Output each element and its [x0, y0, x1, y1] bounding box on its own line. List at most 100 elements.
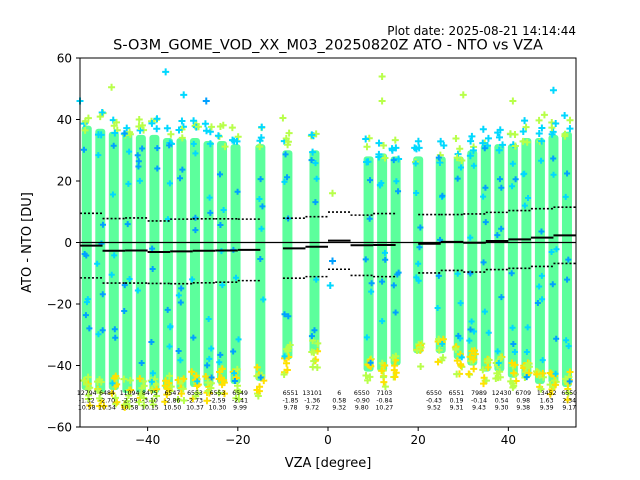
- low-outlier-point: [140, 394, 148, 402]
- scatter-point: [457, 164, 464, 171]
- annotation-std: 9.31: [450, 405, 464, 412]
- scatter-point: [259, 203, 266, 210]
- scatter-point: [416, 244, 423, 251]
- scatter-point: [154, 165, 161, 172]
- high-outlier-point: [561, 112, 569, 120]
- scatter-point: [524, 324, 531, 331]
- high-outlier-point: [535, 116, 543, 124]
- point-column-2: [108, 131, 119, 391]
- scatter-point: [166, 343, 173, 350]
- high-outlier-point: [519, 127, 527, 135]
- high-outlier-point: [148, 119, 156, 127]
- scatter-point: [378, 72, 386, 80]
- scatter-point: [166, 142, 173, 149]
- high-outlier-point: [221, 143, 229, 151]
- scatter-point: [134, 287, 141, 294]
- annotation-count: 12794: [77, 390, 97, 397]
- low-outlier-point: [194, 389, 202, 397]
- point-column-8: [189, 137, 200, 388]
- annotation-mean: 0.54: [495, 398, 509, 405]
- high-outlier-point: [206, 140, 214, 148]
- scatter-point: [235, 336, 242, 343]
- high-outlier-point: [440, 142, 448, 150]
- x-tick-label: −20: [225, 433, 250, 447]
- low-outlier-point: [310, 357, 318, 365]
- point-column-21: [467, 150, 478, 366]
- high-outlier-point: [452, 134, 460, 142]
- scatter-point: [139, 145, 146, 152]
- low-outlier-point: [484, 363, 492, 371]
- scatter-point: [482, 184, 489, 191]
- scatter-point: [390, 157, 397, 164]
- scatter-point: [134, 152, 141, 159]
- high-outlier-point: [375, 150, 383, 158]
- low-outlier-point: [84, 373, 92, 381]
- high-outlier-point: [494, 129, 502, 137]
- scatter-point: [512, 176, 519, 183]
- low-outlier-point: [188, 368, 196, 376]
- low-outlier-point: [286, 341, 294, 349]
- scatter-point: [175, 348, 182, 355]
- scatter-point: [231, 370, 238, 377]
- high-outlier-point: [479, 125, 487, 133]
- scatter-point: [363, 334, 370, 341]
- scatter-point: [177, 357, 184, 364]
- scatter-point: [207, 209, 214, 216]
- high-outlier-point: [123, 124, 131, 132]
- high-outlier-point: [381, 154, 389, 162]
- high-outlier-point: [412, 145, 420, 153]
- scatter-point: [167, 323, 174, 330]
- scatter-point: [164, 306, 171, 313]
- low-outlier-point: [260, 377, 268, 385]
- scatter-point: [367, 359, 374, 366]
- scatter-point: [439, 340, 446, 347]
- scatter-point: [454, 175, 461, 182]
- low-outlier-point: [108, 389, 116, 397]
- high-outlier-point: [375, 139, 383, 147]
- scatter-point: [539, 357, 546, 364]
- scatter-point: [382, 256, 389, 263]
- annotation-std: 9.17: [562, 405, 576, 412]
- scatter-point: [208, 345, 215, 352]
- scatter-point: [313, 175, 320, 182]
- scatter-point: [437, 236, 444, 243]
- scatter-point: [393, 178, 400, 185]
- high-outlier-point: [552, 120, 560, 128]
- annotation-std: 9.38: [516, 405, 530, 412]
- scatter-point: [381, 249, 388, 256]
- annotation-mean: 0.98: [516, 398, 530, 405]
- low-outlier-point: [470, 365, 478, 373]
- low-outlier-point: [561, 375, 569, 383]
- high-outlier-point: [548, 130, 556, 138]
- scatter-point: [208, 374, 215, 381]
- high-outlier-point: [167, 130, 175, 138]
- point-column-20: [453, 156, 464, 360]
- point-column-1: [95, 128, 106, 394]
- high-outlier-point: [388, 146, 396, 154]
- scatter-point: [362, 256, 369, 263]
- scatter-point: [395, 188, 402, 195]
- scatter-point: [111, 326, 118, 333]
- scatter-point: [230, 348, 237, 355]
- annotation-count: 13452: [537, 390, 557, 397]
- annotation-std: 10.50: [164, 405, 182, 412]
- point-column-3: [122, 131, 133, 394]
- scatter-point: [135, 163, 142, 170]
- scatter-point: [202, 97, 210, 105]
- annotation-count: 6549: [232, 390, 248, 397]
- scatter-point: [329, 189, 337, 197]
- low-outlier-point: [253, 363, 261, 371]
- low-outlier-point: [391, 373, 399, 381]
- chart-title: S-O3M_GOME_VOD_XX_M03_20250820Z ATO - NT…: [113, 38, 543, 54]
- scatter-point: [564, 170, 571, 177]
- scatter-point: [378, 97, 386, 105]
- annotation-count: 6484: [99, 390, 115, 397]
- low-outlier-point: [308, 348, 316, 356]
- scatter-point: [217, 351, 224, 358]
- annotation-count: 6551: [449, 390, 465, 397]
- low-outlier-point: [207, 384, 215, 392]
- scatter-point: [281, 178, 288, 185]
- low-outlier-point: [148, 397, 156, 405]
- low-outlier-point: [110, 374, 118, 382]
